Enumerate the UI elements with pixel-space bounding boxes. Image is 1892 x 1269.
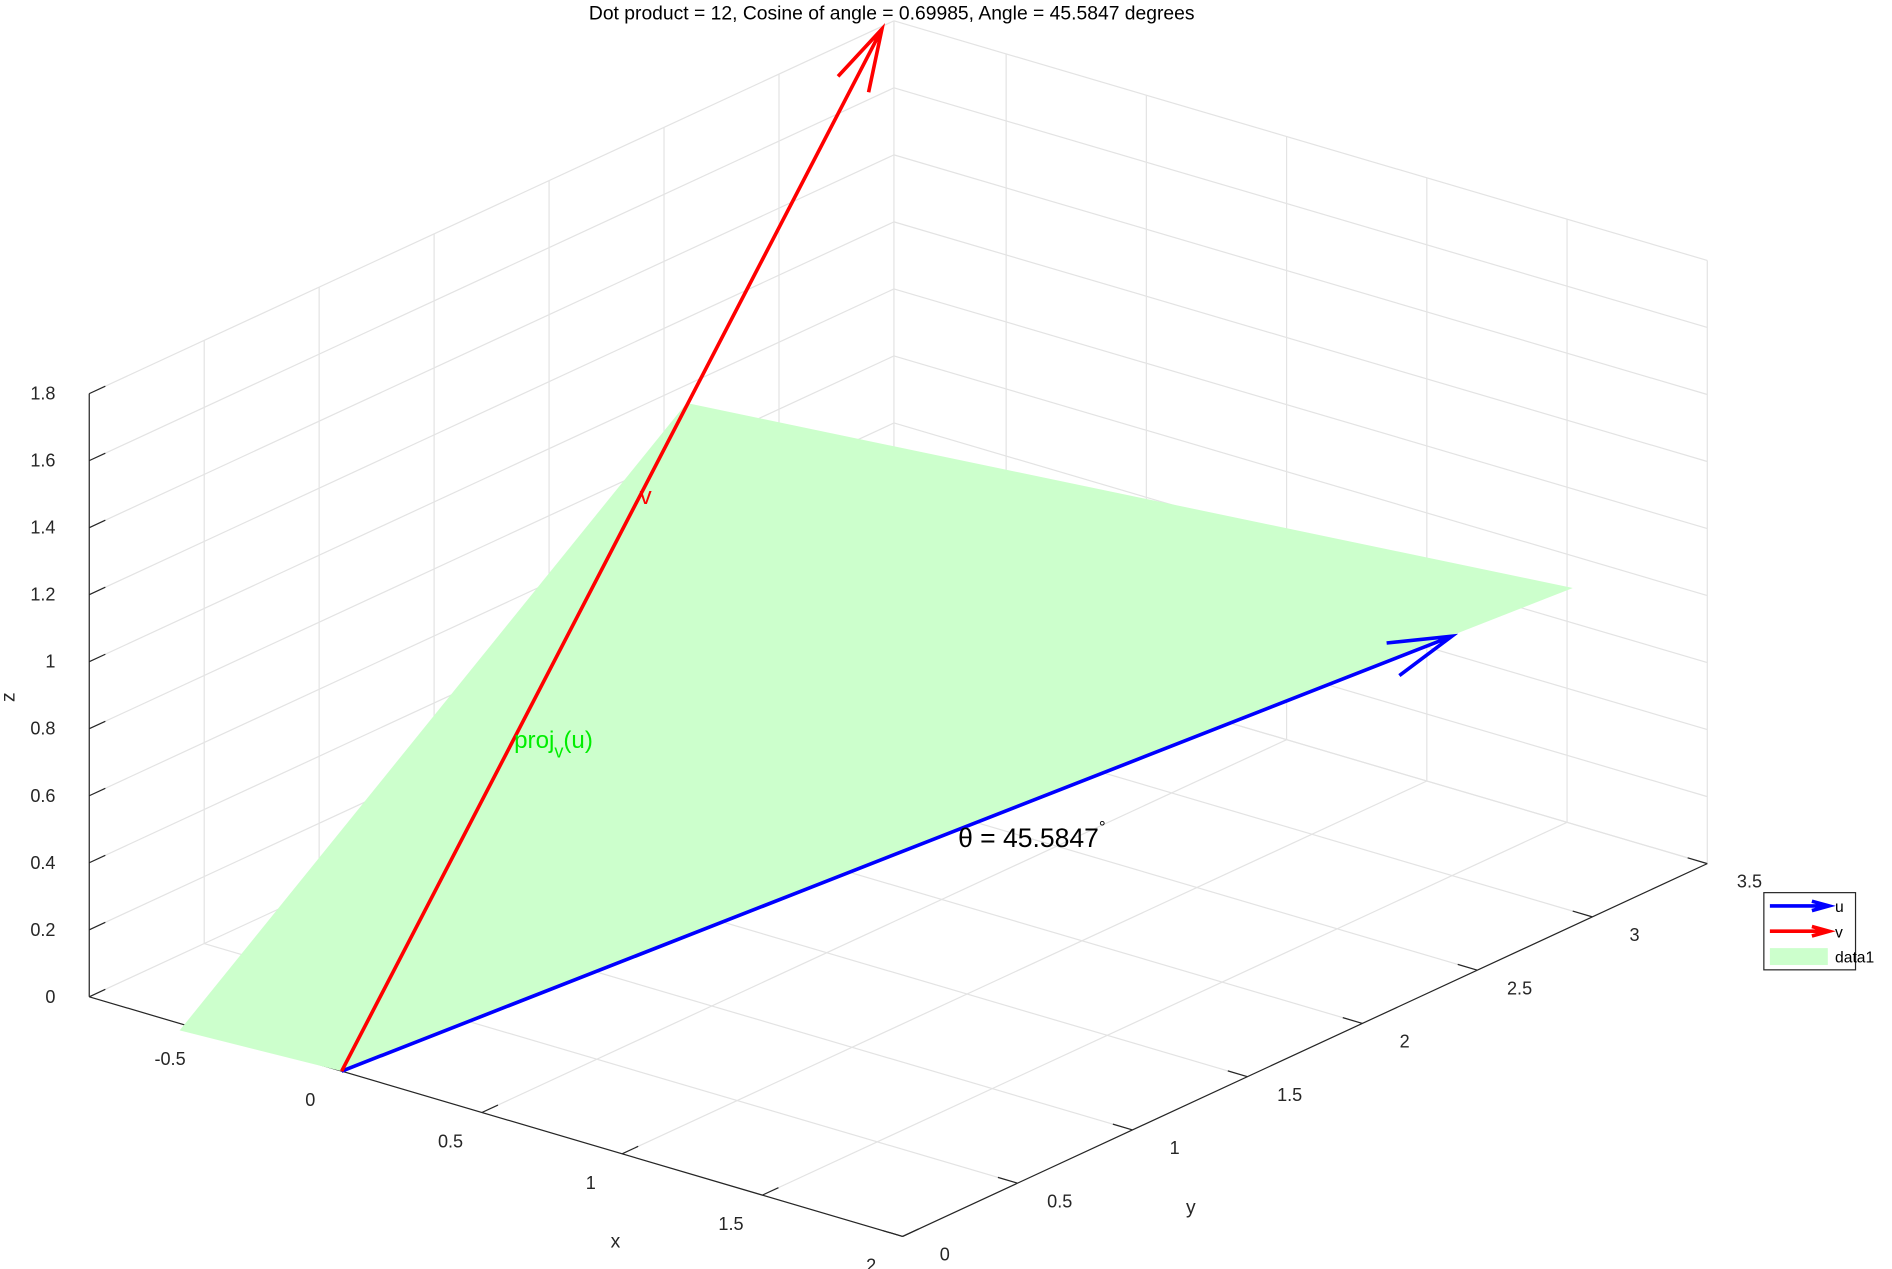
- vector-arrow: [340, 23, 886, 1073]
- z-tick-label: 1.2: [30, 585, 55, 605]
- y-tick-label: 1: [1170, 1138, 1180, 1158]
- grid-line: [893, 20, 1708, 262]
- grid-line: [88, 154, 895, 529]
- x-tick: [621, 1145, 639, 1155]
- grid-line: [762, 821, 1568, 1196]
- y-tick: [1572, 910, 1593, 918]
- plane-patch: [179, 403, 1573, 1072]
- z-tick: [88, 519, 106, 529]
- grid-line: [88, 221, 895, 596]
- z-tick-label: 1.8: [30, 384, 55, 404]
- y-tick-label: 3.5: [1737, 872, 1762, 892]
- x-tick-label: 0.5: [438, 1131, 463, 1151]
- y-axis-label: y: [1186, 1198, 1196, 1219]
- legend-swatch: [1769, 924, 1836, 938]
- z-tick: [88, 720, 106, 730]
- proj-label: projv(u): [514, 727, 593, 762]
- x-tick-label: 0: [305, 1090, 315, 1110]
- grid-line: [88, 20, 895, 395]
- x-tick-label: -0.5: [154, 1049, 185, 1069]
- y-tick: [1112, 1123, 1133, 1131]
- y-tick: [1457, 963, 1478, 971]
- legend-swatch: [1769, 948, 1828, 966]
- z-tick: [88, 452, 106, 462]
- y-tick: [1687, 857, 1708, 865]
- y-tick-label: 0.5: [1047, 1191, 1072, 1211]
- theta-text: θ = 45.5847: [958, 823, 1099, 853]
- proj-sub: v: [554, 742, 563, 762]
- y-axis: [902, 863, 1708, 1237]
- z-tick-label: 1.6: [30, 451, 55, 471]
- z-tick-label: 1.4: [30, 518, 55, 538]
- z-tick-label: 0: [45, 987, 55, 1007]
- legend-label: v: [1835, 924, 1843, 941]
- legend-label: u: [1835, 899, 1844, 916]
- theta-sup: °: [1099, 817, 1106, 836]
- y-tick: [997, 1176, 1018, 1184]
- y-tick-label: 2: [1400, 1032, 1410, 1052]
- v-label: v: [640, 483, 652, 510]
- proj-text: proj: [514, 727, 554, 754]
- theta-label: θ = 45.5847°: [958, 817, 1106, 852]
- proj-tail: (u): [563, 727, 592, 754]
- z-tick-label: 0.2: [30, 920, 55, 940]
- z-tick: [88, 787, 106, 797]
- z-tick: [88, 921, 106, 931]
- y-tick: [1342, 1017, 1363, 1024]
- grid-line: [88, 87, 895, 462]
- legend-label: data1: [1835, 950, 1874, 967]
- x-tick: [481, 1104, 499, 1114]
- z-tick-label: 0.8: [30, 719, 55, 739]
- grid-line: [893, 288, 1708, 530]
- grid-line: [621, 780, 1428, 1155]
- grid-line: [893, 154, 1708, 396]
- x-tick-label: 1: [586, 1173, 596, 1193]
- x-tick-label: 2: [866, 1255, 876, 1269]
- y-tick: [882, 1230, 903, 1238]
- vector-arrow: [340, 633, 1459, 1073]
- y-tick-label: 3: [1630, 925, 1640, 945]
- x-axis-label: x: [611, 1231, 621, 1252]
- z-tick-label: 0.6: [30, 786, 55, 806]
- x-tick-label: 1.5: [718, 1214, 743, 1234]
- z-tick-label: 0.4: [30, 853, 55, 873]
- legend: uv data1: [1763, 892, 1874, 971]
- grid-line: [893, 221, 1708, 463]
- z-tick: [88, 988, 106, 998]
- y-tick: [1227, 1070, 1248, 1078]
- z-tick: [88, 586, 106, 596]
- grid-line: [88, 288, 895, 663]
- z-axis-label: z: [0, 692, 20, 702]
- y-tick-label: 0: [940, 1245, 950, 1265]
- legend-swatch: [1769, 899, 1836, 913]
- z-tick-label: 1: [45, 652, 55, 672]
- x-tick: [762, 1187, 779, 1196]
- y-tick-label: 2.5: [1507, 978, 1532, 998]
- grid-line: [88, 355, 895, 730]
- grid-line: [481, 739, 1287, 1114]
- z-tick: [88, 653, 106, 663]
- z-tick: [88, 854, 106, 864]
- grid-line: [893, 355, 1708, 597]
- x-tick: [902, 1228, 919, 1237]
- plot-area: [179, 23, 1573, 1073]
- y-tick-label: 1.5: [1277, 1085, 1302, 1105]
- grid-line: [893, 87, 1708, 329]
- chart-title: Dot product = 12, Cosine of angle = 0.69…: [589, 3, 1195, 24]
- z-tick: [88, 385, 106, 395]
